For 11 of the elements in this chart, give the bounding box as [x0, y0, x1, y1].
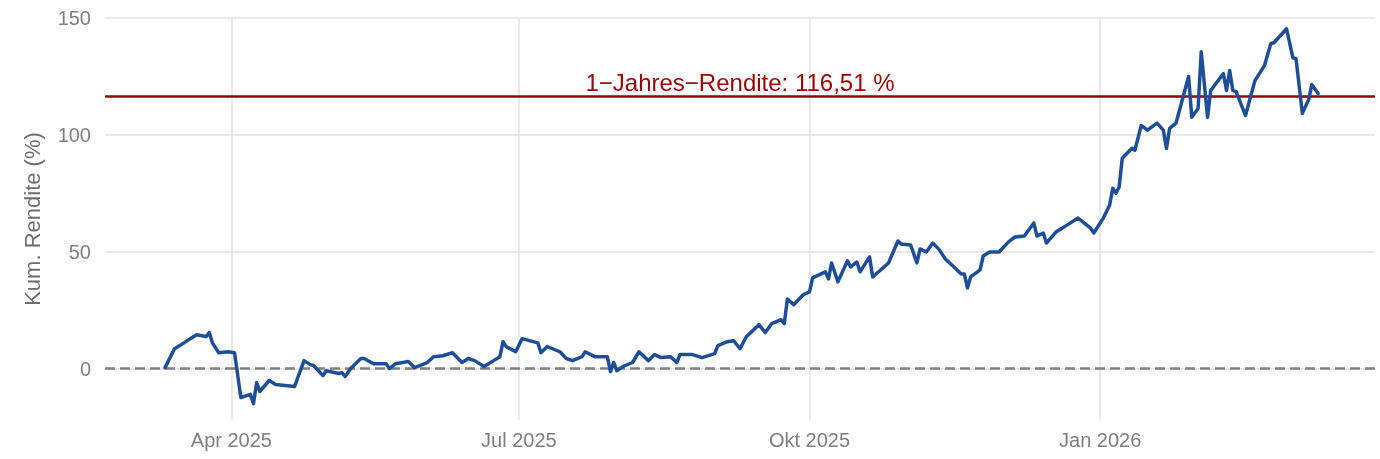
y-axis-title: Kum. Rendite (%)	[19, 132, 45, 306]
ref-line-label: 1−Jahres−Rendite: 116,51 %	[585, 68, 895, 96]
x-tick-label: Okt 2025	[768, 429, 851, 451]
x-tick-label: Jul 2025	[481, 429, 557, 451]
y-tick-label: 0	[79, 357, 91, 380]
y-tick-label: 150	[57, 7, 91, 29]
y-tick-label: 100	[57, 123, 91, 146]
x-tick-label: Jan 2026	[1059, 429, 1142, 451]
line-series	[163, 27, 1320, 406]
x-tick-label: Apr 2025	[190, 429, 272, 451]
y-tick-label: 50	[68, 240, 91, 263]
